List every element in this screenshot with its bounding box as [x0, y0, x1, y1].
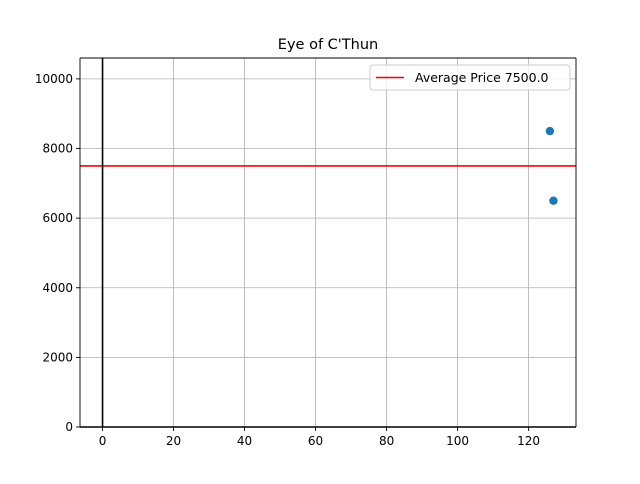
legend: Average Price 7500.0 [369, 64, 571, 91]
x-tick-label: 120 [517, 434, 540, 448]
axis-ticks: 0 20 40 60 80 100 120 0 2000 4000 6000 8000 10000 [35, 72, 540, 448]
legend-label: Average Price 7500.0 [415, 70, 549, 85]
y-tick-label: 10000 [35, 72, 73, 86]
x-tick-label: 100 [446, 434, 469, 448]
x-tick-label: 40 [237, 434, 252, 448]
y-tick-label: 0 [65, 420, 73, 434]
chart-title: Eye of C'Thun [278, 37, 378, 53]
scatter-point [545, 126, 555, 136]
y-tick-label: 6000 [42, 211, 73, 225]
x-tick-label: 20 [166, 434, 181, 448]
y-tick-label: 2000 [42, 350, 73, 364]
plot-frame [79, 57, 577, 428]
legend-box [369, 64, 571, 91]
y-tick-label: 8000 [42, 142, 73, 156]
scatter-point [549, 196, 558, 205]
scatter-points [545, 126, 558, 205]
x-tick-label: 0 [99, 434, 107, 448]
x-tick-label: 80 [379, 434, 394, 448]
x-tick-label: 60 [308, 434, 323, 448]
y-tick-label: 4000 [42, 281, 73, 295]
